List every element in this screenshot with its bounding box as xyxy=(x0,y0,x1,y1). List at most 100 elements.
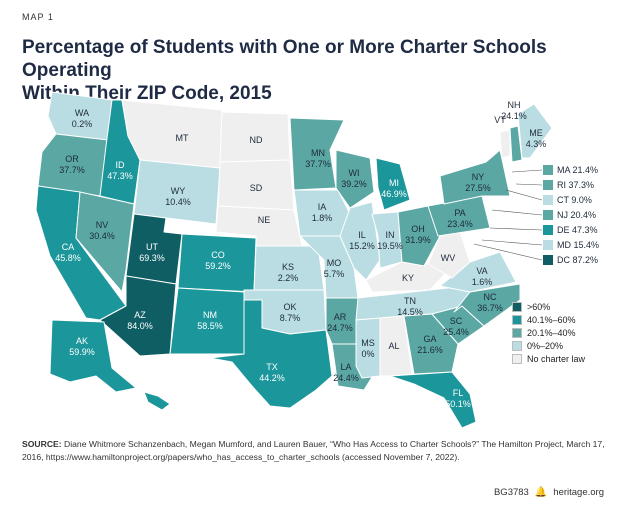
state-value-va: 1.6% xyxy=(472,277,493,287)
callout-swatch-ri xyxy=(543,180,553,190)
callout-line xyxy=(481,239,543,246)
state-fl xyxy=(389,371,477,429)
state-value-az: 84.0% xyxy=(127,321,153,331)
state-label-wy: WY xyxy=(171,186,186,196)
callout-swatch-ct xyxy=(543,195,553,205)
state-value-me: 4.3% xyxy=(526,139,547,149)
state-label-tx: TX xyxy=(266,362,278,372)
state-label-nh: NH xyxy=(508,100,521,110)
callout-swatch-ma xyxy=(543,165,553,175)
state-in xyxy=(371,211,403,269)
legend-row: >60% xyxy=(512,300,585,313)
legend-label: 20.1%–40% xyxy=(527,327,576,338)
state-value-nc: 36.7% xyxy=(477,303,503,313)
state-label-il: IL xyxy=(358,230,366,240)
state-label-mo: MO xyxy=(327,258,342,268)
state-label-nd: ND xyxy=(250,135,263,145)
state-label-ms: MS xyxy=(361,338,375,348)
state-label-mn: MN xyxy=(311,148,325,158)
state-label-ar: AR xyxy=(334,312,347,322)
callout-line xyxy=(511,169,543,173)
callout-label-ma: MA 21.4% xyxy=(557,165,598,175)
state-label-al: AL xyxy=(388,341,399,351)
state-value-mo: 5.7% xyxy=(324,269,345,279)
legend-label: 0%–20% xyxy=(527,340,564,351)
state-label-ks: KS xyxy=(282,262,294,272)
state-value-ca: 45.8% xyxy=(55,253,81,263)
callout-swatch-md xyxy=(543,240,553,250)
callout-line xyxy=(489,227,543,231)
state-label-hi: HI xyxy=(178,400,187,410)
state-label-me: ME xyxy=(529,128,543,138)
state-value-ak: 59.9% xyxy=(69,347,95,357)
state-value-pa: 23.4% xyxy=(447,219,473,229)
legend-row: 40.1%–60% xyxy=(512,313,585,326)
callout-line xyxy=(473,243,543,261)
state-tx xyxy=(209,299,333,409)
legend: >60% 40.1%–60% 20.1%–40% 0%–20% No chart… xyxy=(512,300,585,365)
state-mi xyxy=(375,157,411,211)
callout-label-nj: NJ 20.4% xyxy=(557,210,596,220)
state-label-nv: NV xyxy=(96,220,109,230)
legend-swatch xyxy=(512,340,522,351)
state-value-la: 24.4% xyxy=(333,373,359,383)
source-label: SOURCE: xyxy=(22,439,62,449)
state-value-mn: 37.7% xyxy=(305,159,331,169)
state-label-ut: UT xyxy=(146,242,158,252)
legend-swatch xyxy=(512,353,522,364)
state-label-co: CO xyxy=(211,250,225,260)
state-value-ks: 2.2% xyxy=(278,273,299,283)
state-label-vt: VT xyxy=(494,115,506,125)
state-label-ne: NE xyxy=(258,215,271,225)
state-value-or: 37.7% xyxy=(59,165,85,175)
state-value-ga: 21.6% xyxy=(417,345,443,355)
state-label-va: VA xyxy=(476,266,487,276)
state-value-id: 47.3% xyxy=(107,171,133,181)
callout-label-md: MD 15.4% xyxy=(557,240,599,250)
state-value-tn: 14.5% xyxy=(397,307,423,317)
state-label-ga: GA xyxy=(423,334,436,344)
state-wv xyxy=(427,231,471,279)
state-value-mi: 46.9% xyxy=(381,189,407,199)
state-label-la: LA xyxy=(340,362,351,372)
state-label-or: OR xyxy=(65,154,79,164)
state-value-hi: 43.5% xyxy=(169,411,195,421)
state-value-ia: 1.8% xyxy=(312,213,333,223)
state-az xyxy=(99,275,177,357)
title-line-1: Percentage of Students with One or More … xyxy=(22,37,547,81)
state-value-wi: 39.2% xyxy=(341,179,367,189)
state-label-nc: NC xyxy=(484,292,497,302)
state-wy xyxy=(133,159,221,225)
state-value-in: 19.5% xyxy=(377,241,403,251)
legend-label: 40.1%–60% xyxy=(527,314,576,325)
legend-swatch xyxy=(512,301,522,312)
callout-line xyxy=(505,189,543,201)
state-label-mi: MI xyxy=(389,178,399,188)
legend-row: 0%–20% xyxy=(512,339,585,352)
state-label-oh: OH xyxy=(411,224,425,234)
legend-row: 20.1%–40% xyxy=(512,326,585,339)
state-value-tx: 44.2% xyxy=(259,373,285,383)
legend-swatch xyxy=(512,327,522,338)
state-hi xyxy=(143,391,171,411)
legend-label: >60% xyxy=(527,301,551,312)
state-nh xyxy=(509,125,523,163)
callout-swatch-dc xyxy=(543,255,553,265)
state-value-ms: 0% xyxy=(361,349,374,359)
state-label-az: AZ xyxy=(134,310,146,320)
callout-label-dc: DC 87.2% xyxy=(557,255,598,265)
state-value-il: 15.2% xyxy=(349,241,375,251)
bell-icon: 🔔 xyxy=(534,487,548,498)
state-value-ny: 27.5% xyxy=(465,183,491,193)
callout-line xyxy=(515,183,543,186)
state-label-in: IN xyxy=(386,230,395,240)
report-code: BG3783 xyxy=(493,487,529,498)
source-note: SOURCE: Diane Whitmore Schanzenbach, Meg… xyxy=(22,438,607,464)
state-value-wa: 0.2% xyxy=(72,119,93,129)
state-label-wa: WA xyxy=(75,108,89,118)
state-value-sc: 25.4% xyxy=(443,327,469,337)
callout-label-ct: CT 9.0% xyxy=(557,195,592,205)
us-map: WA0.2%OR37.7%CA45.8%ID47.3%NV30.4%MTWY10… xyxy=(35,91,599,429)
state-value-ar: 24.7% xyxy=(327,323,353,333)
state-label-ak: AK xyxy=(76,336,88,346)
